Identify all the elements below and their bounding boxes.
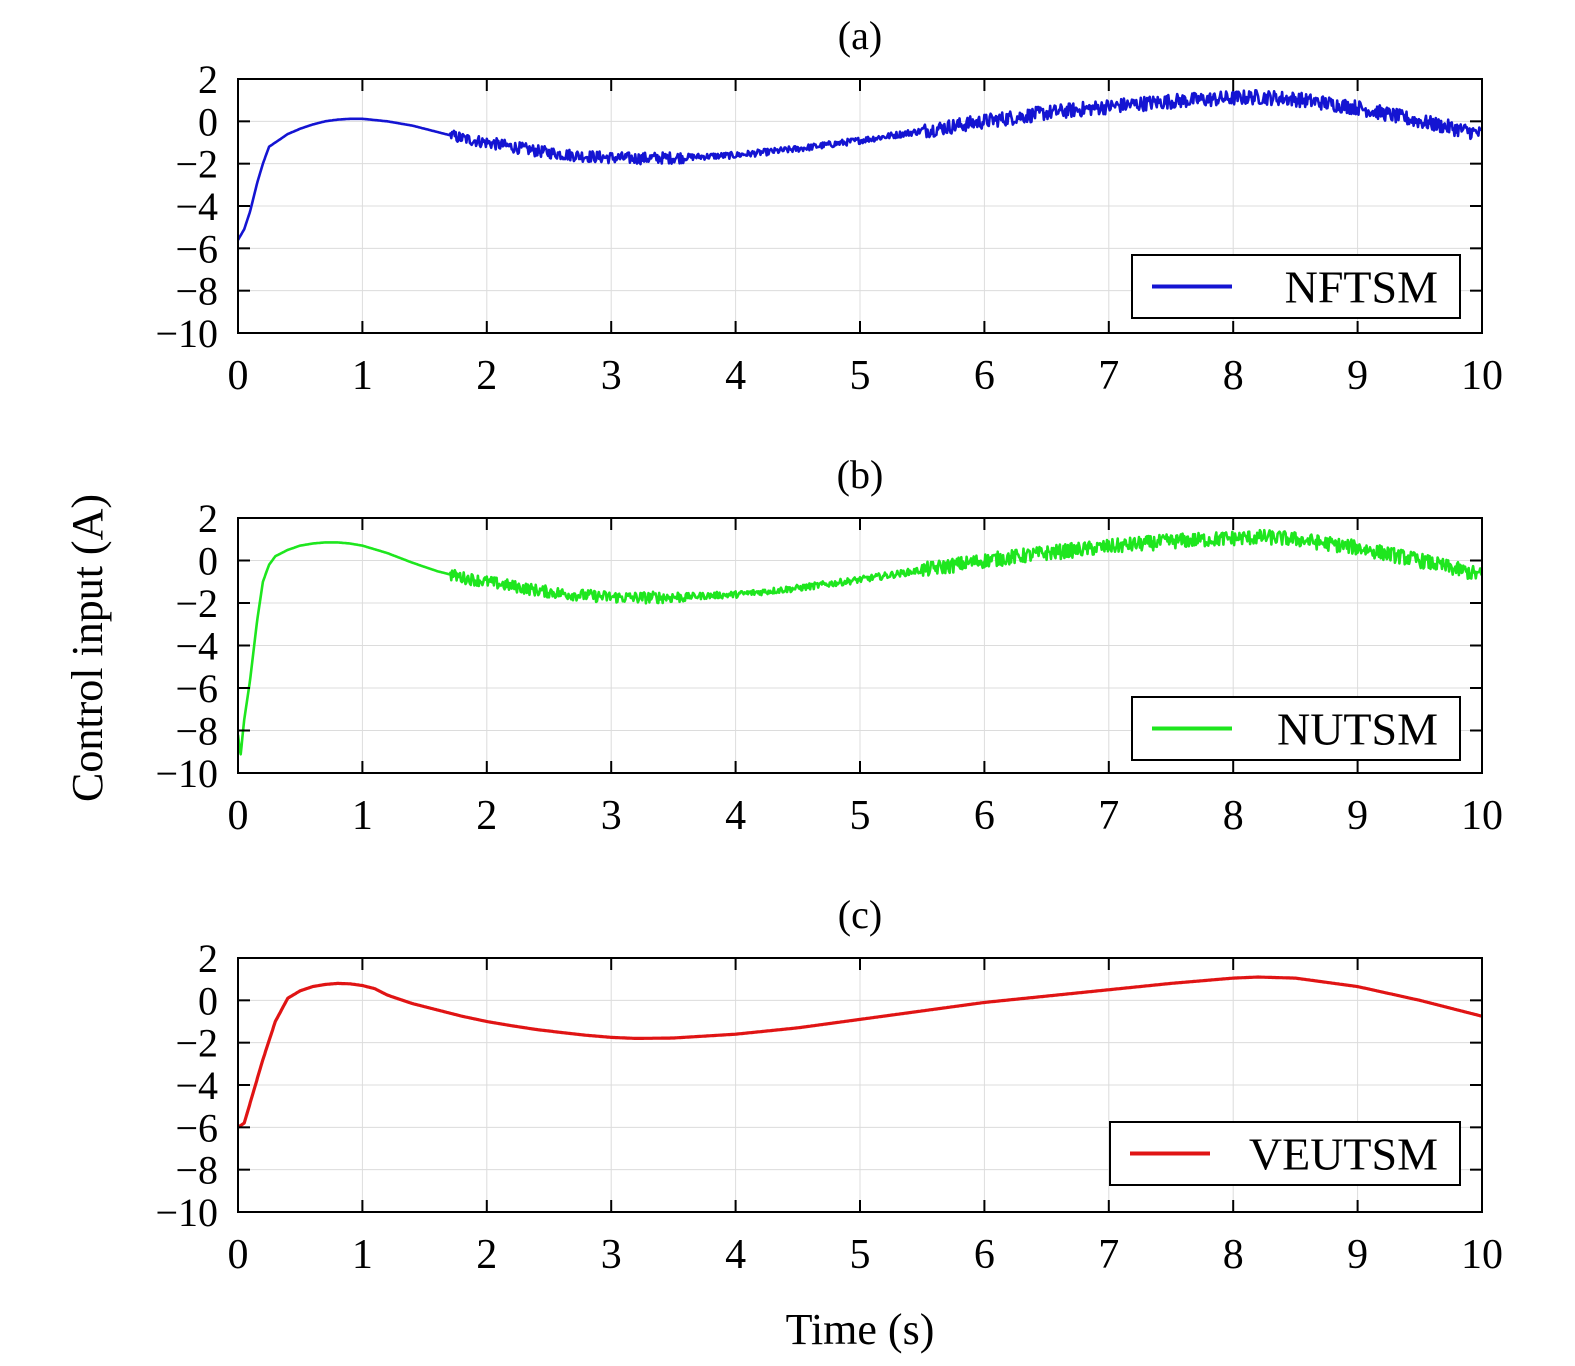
- y-tick-label: −8: [175, 1148, 218, 1193]
- y-tick-label: −10: [155, 1190, 218, 1235]
- series-nutsm: [238, 528, 1482, 756]
- x-tick-label: 4: [725, 793, 746, 839]
- x-tick-label: 5: [850, 793, 871, 839]
- x-tick-label: 7: [1098, 793, 1119, 839]
- y-tick-label: −8: [175, 269, 218, 314]
- legend: VEUTSM: [1109, 1121, 1461, 1186]
- legend-label: VEUTSM: [1249, 1129, 1438, 1180]
- y-axis-label: Control input (A): [63, 494, 112, 802]
- x-tick-label: 9: [1347, 793, 1368, 839]
- x-tick-label: 2: [476, 1232, 497, 1278]
- series-veutsm: [238, 975, 1482, 1129]
- y-tick-label: 2: [198, 57, 218, 102]
- x-tick-label: 1: [352, 793, 373, 839]
- x-tick-label: 1: [352, 1232, 373, 1278]
- y-tick-label: 0: [198, 539, 218, 584]
- x-tick-label: 8: [1223, 793, 1244, 839]
- legend: NFTSM: [1131, 254, 1461, 319]
- y-tick-label: −6: [175, 226, 218, 271]
- x-tick-label: 8: [1223, 1232, 1244, 1278]
- x-tick-label: 0: [228, 353, 249, 399]
- y-tick-label: −10: [155, 311, 218, 356]
- x-tick-label: 3: [601, 353, 622, 399]
- x-tick-label: 4: [725, 353, 746, 399]
- y-tick-label: −4: [175, 184, 218, 229]
- x-tick-label: 7: [1098, 1232, 1119, 1278]
- y-tick-label: −4: [175, 1063, 218, 1108]
- series-line: [238, 975, 1482, 1129]
- x-tick-label: 10: [1461, 353, 1503, 399]
- y-tick-label: −6: [175, 666, 218, 711]
- x-tick-label: 7: [1098, 353, 1119, 399]
- legend: NUTSM: [1131, 696, 1461, 761]
- series-line: [238, 89, 1482, 241]
- y-tick-label: −10: [155, 751, 218, 796]
- x-tick-label: 5: [850, 353, 871, 399]
- x-tick-label: 10: [1461, 793, 1503, 839]
- y-tick-label: −2: [175, 1021, 218, 1066]
- chart-title: (a): [838, 13, 882, 58]
- y-tick-label: −2: [175, 581, 218, 626]
- x-tick-label: 10: [1461, 1232, 1503, 1278]
- y-tick-label: −6: [175, 1105, 218, 1150]
- y-tick-label: −8: [175, 709, 218, 754]
- x-tick-label: 0: [228, 1232, 249, 1278]
- series-nftsm: [238, 89, 1482, 241]
- y-tick-label: 2: [198, 496, 218, 541]
- x-tick-label: 4: [725, 1232, 746, 1278]
- y-tick-label: −4: [175, 624, 218, 669]
- legend-label: NUTSM: [1277, 704, 1438, 755]
- x-tick-label: 5: [850, 1232, 871, 1278]
- x-tick-label: 6: [974, 793, 995, 839]
- legend-label: NFTSM: [1285, 262, 1438, 313]
- x-tick-label: 1: [352, 353, 373, 399]
- x-tick-label: 2: [476, 793, 497, 839]
- chart-title: (c): [838, 892, 882, 937]
- x-tick-label: 6: [974, 353, 995, 399]
- y-tick-label: 0: [198, 99, 218, 144]
- y-tick-label: 2: [198, 936, 218, 981]
- series-line: [238, 528, 1482, 756]
- x-axis-label: Time (s): [786, 1305, 935, 1354]
- x-tick-label: 9: [1347, 1232, 1368, 1278]
- x-tick-label: 9: [1347, 353, 1368, 399]
- x-tick-label: 0: [228, 793, 249, 839]
- x-tick-label: 3: [601, 793, 622, 839]
- x-tick-label: 8: [1223, 353, 1244, 399]
- chart-title: (b): [837, 452, 884, 497]
- y-tick-label: 0: [198, 978, 218, 1023]
- y-tick-label: −2: [175, 142, 218, 187]
- x-tick-label: 6: [974, 1232, 995, 1278]
- x-tick-label: 3: [601, 1232, 622, 1278]
- x-tick-label: 2: [476, 353, 497, 399]
